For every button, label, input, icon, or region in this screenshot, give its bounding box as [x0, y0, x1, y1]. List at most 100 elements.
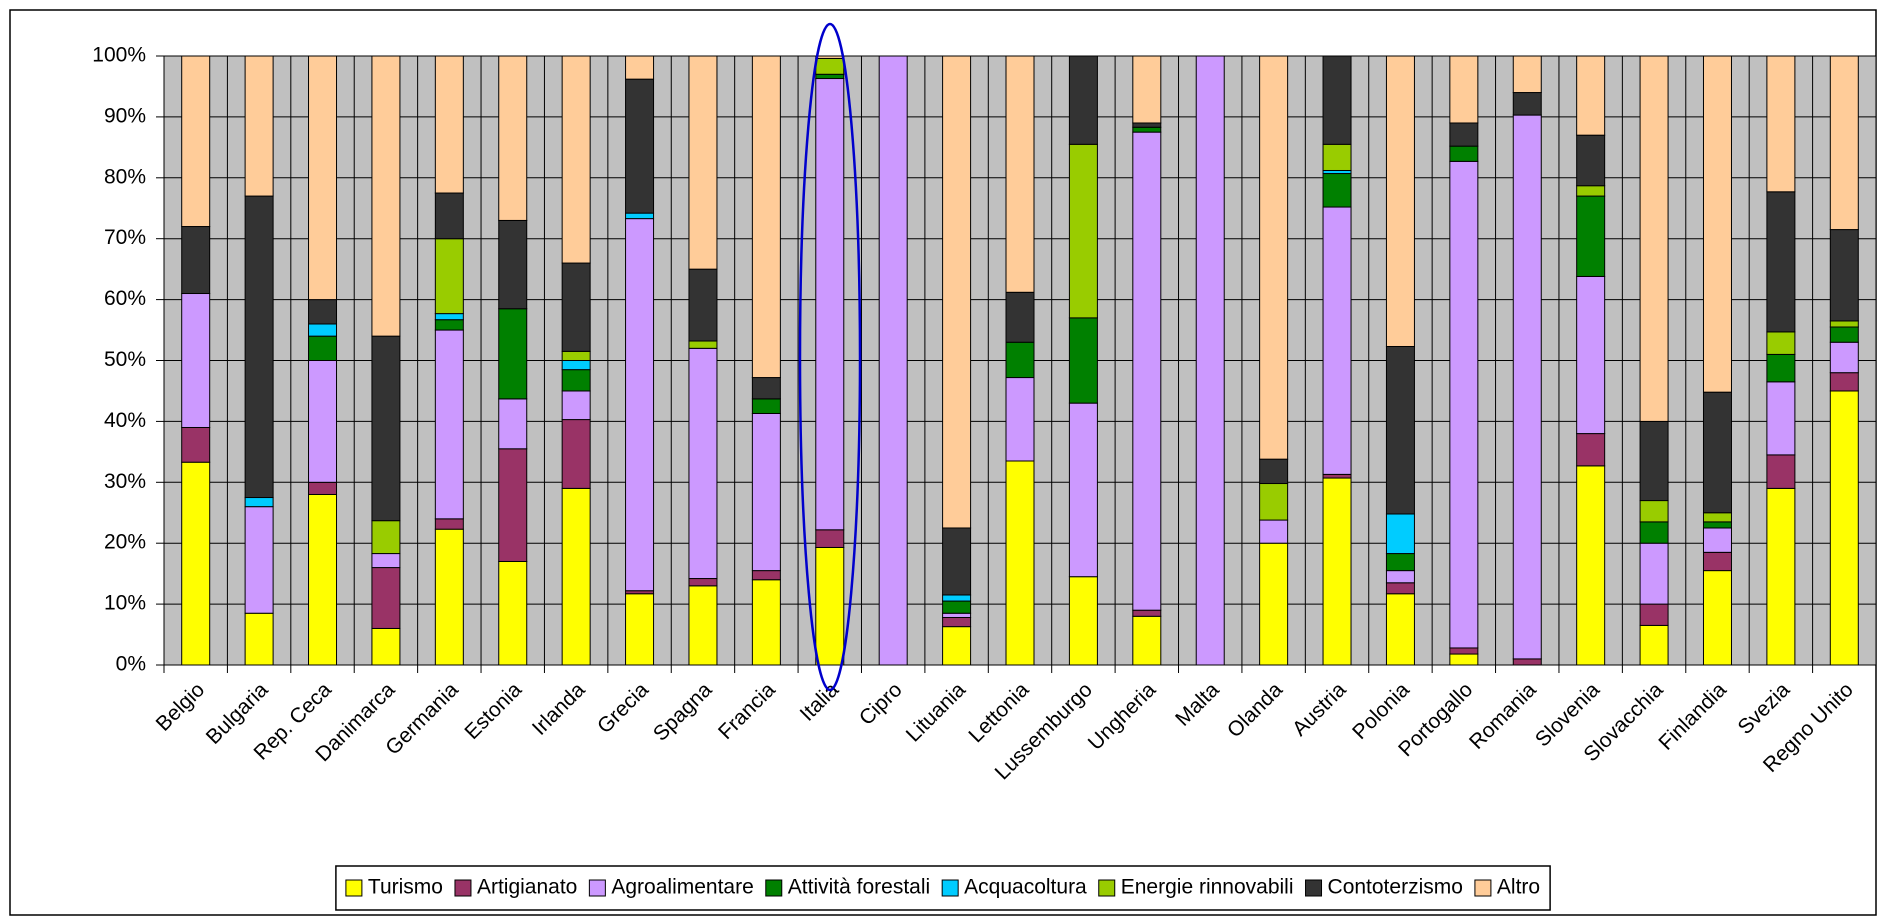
- bar-segment: [1259, 483, 1289, 521]
- bar-segment: [371, 627, 401, 666]
- legend-swatch: [941, 879, 959, 897]
- bar-segment: [625, 593, 655, 666]
- bar-segment: [371, 520, 401, 555]
- bar-segment: [498, 398, 528, 450]
- bar-segment: [244, 497, 274, 508]
- legend-label: Contoterzismo: [1328, 876, 1463, 899]
- bar-segment: [1259, 542, 1289, 666]
- bar-segment: [1512, 55, 1542, 94]
- bar-segment: [244, 195, 274, 499]
- bar-segment: [815, 546, 845, 666]
- bar-segment: [498, 219, 528, 310]
- bar-segment: [1132, 126, 1162, 133]
- bar-segment: [1385, 55, 1415, 347]
- bar-segment: [625, 78, 655, 214]
- y-tick-label: 10%: [104, 592, 146, 615]
- bar-segment: [1322, 477, 1352, 666]
- bar-segment: [244, 506, 274, 614]
- bar-segment: [561, 55, 591, 264]
- bar-segment: [308, 299, 338, 325]
- bar-segment: [1639, 603, 1669, 626]
- bar-segment: [561, 369, 591, 392]
- bar-segment: [1132, 615, 1162, 666]
- bar-segment: [1195, 55, 1225, 666]
- y-tick-label: 80%: [104, 165, 146, 188]
- bar-segment: [688, 347, 718, 580]
- bar-segment: [1639, 55, 1669, 422]
- bar-segment: [434, 329, 464, 520]
- bar-segment: [751, 579, 781, 666]
- y-tick-label: 0%: [116, 653, 146, 676]
- bar-segment: [1449, 55, 1479, 124]
- bar-segment: [1449, 160, 1479, 649]
- bar-segment: [1829, 55, 1859, 231]
- bar-segment: [878, 55, 908, 666]
- bar-segment: [561, 360, 591, 371]
- bar-segment: [1576, 185, 1606, 197]
- bar-segment: [1576, 134, 1606, 187]
- bar-segment: [1829, 341, 1859, 374]
- bar-segment: [1132, 55, 1162, 124]
- bar-segment: [1639, 542, 1669, 605]
- bar-segment: [1829, 390, 1859, 666]
- bar-segment: [625, 212, 655, 220]
- bar-segment: [688, 340, 718, 349]
- bar-segment: [1449, 647, 1479, 655]
- bar-segment: [1512, 658, 1542, 666]
- bar-segment: [751, 570, 781, 581]
- bar-segment: [1385, 553, 1415, 572]
- bar-segment: [371, 567, 401, 629]
- bar-segment: [181, 461, 211, 666]
- bar-segment: [815, 529, 845, 548]
- legend-label: Energie rinnovabili: [1121, 876, 1294, 899]
- bar-segment: [1005, 55, 1035, 293]
- legend-label: Artigianato: [477, 876, 577, 899]
- bar-segment: [1385, 570, 1415, 584]
- bar-segment: [1702, 551, 1732, 572]
- legend-label: Acquacoltura: [964, 876, 1087, 899]
- bar-segment: [1005, 291, 1035, 343]
- bar-segment: [1576, 465, 1606, 666]
- bar-segment: [244, 55, 274, 197]
- bar-segment: [1259, 458, 1289, 485]
- bar-segment: [1449, 653, 1479, 666]
- bar-segment: [371, 553, 401, 569]
- bar-segment: [561, 487, 591, 666]
- bar-segment: [498, 308, 528, 400]
- bar-segment: [625, 55, 655, 80]
- bar-segment: [1068, 55, 1098, 145]
- bar-segment: [942, 616, 972, 628]
- bar-segment: [751, 398, 781, 414]
- bar-segment: [815, 73, 845, 80]
- bar-segment: [942, 626, 972, 666]
- bar-segment: [1766, 331, 1796, 355]
- legend-swatch: [588, 879, 606, 897]
- bar-segment: [1829, 372, 1859, 392]
- bar-segment: [942, 612, 972, 618]
- bar-segment: [434, 319, 464, 331]
- y-tick-label: 100%: [92, 44, 146, 67]
- y-tick-label: 50%: [104, 348, 146, 371]
- bar-segment: [1132, 122, 1162, 128]
- bar-segment: [1259, 519, 1289, 544]
- bar-segment: [244, 612, 274, 666]
- bar-segment: [1005, 341, 1035, 379]
- y-tick-label: 20%: [104, 531, 146, 554]
- bar-segment: [688, 578, 718, 587]
- bar-segment: [1576, 195, 1606, 277]
- bar-segment: [371, 55, 401, 337]
- bar-segment: [561, 262, 591, 352]
- bar-segment: [1829, 229, 1859, 322]
- bar-segment: [561, 390, 591, 421]
- legend-swatch: [454, 879, 472, 897]
- bar-segment: [308, 493, 338, 666]
- bar-segment: [308, 481, 338, 495]
- bar-segment: [942, 527, 972, 596]
- bar-segment: [1068, 576, 1098, 666]
- bar-segment: [1702, 512, 1732, 523]
- legend-label: Turismo: [368, 876, 443, 899]
- bar-segment: [1576, 55, 1606, 136]
- bar-segment: [1576, 433, 1606, 467]
- bar-segment: [181, 293, 211, 428]
- bar-segment: [1512, 92, 1542, 116]
